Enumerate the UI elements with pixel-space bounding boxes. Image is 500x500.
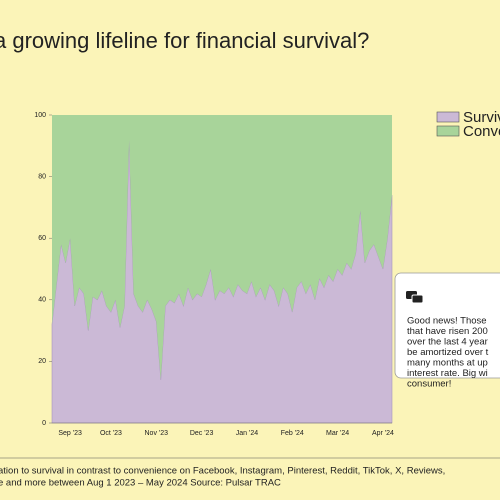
legend-swatch xyxy=(436,111,460,123)
chat-icon xyxy=(406,291,424,304)
legend-label: Surviv xyxy=(463,109,500,126)
annotation-line: be amortized over t xyxy=(407,347,489,358)
y-tick-label: 60 xyxy=(38,235,46,242)
x-tick-label: Feb '24 xyxy=(281,430,304,437)
y-tick-label: 20 xyxy=(38,358,46,365)
x-tick-label: Mar '24 xyxy=(326,430,349,437)
legend-swatch xyxy=(436,125,460,137)
x-tick-label: Apr '24 xyxy=(372,430,394,437)
y-tick-label: 40 xyxy=(38,297,46,304)
plot xyxy=(51,115,393,424)
legend-label: Conve xyxy=(463,123,500,140)
y-tick-label: 100 xyxy=(34,112,46,119)
x-tick-label: Nov '23 xyxy=(145,430,169,437)
annotation-line: that have risen 200 xyxy=(407,326,488,337)
caption-line: e and more between Aug 1 2023 – May 2024… xyxy=(0,478,281,489)
annotation-line: interest rate. Big wi xyxy=(407,368,488,379)
annotation-line: consumer! xyxy=(407,379,451,390)
annotation-line: Good news! Those xyxy=(407,316,487,327)
chart-title: a growing lifeline for financial surviva… xyxy=(0,28,369,53)
x-tick-label: Oct '23 xyxy=(100,430,122,437)
x-tick-label: Dec '23 xyxy=(190,430,214,437)
annotation-line: many months at up xyxy=(407,358,488,369)
annotation-line: over the last 4 year xyxy=(407,337,488,348)
y-tick-label: 0 xyxy=(42,420,46,427)
y-tick-label: 80 xyxy=(38,173,46,180)
caption-line: ation to survival in contrast to conveni… xyxy=(0,466,445,477)
x-tick-label: Jan '24 xyxy=(236,430,258,437)
area xyxy=(52,115,392,380)
x-tick-label: Sep '23 xyxy=(58,430,82,437)
